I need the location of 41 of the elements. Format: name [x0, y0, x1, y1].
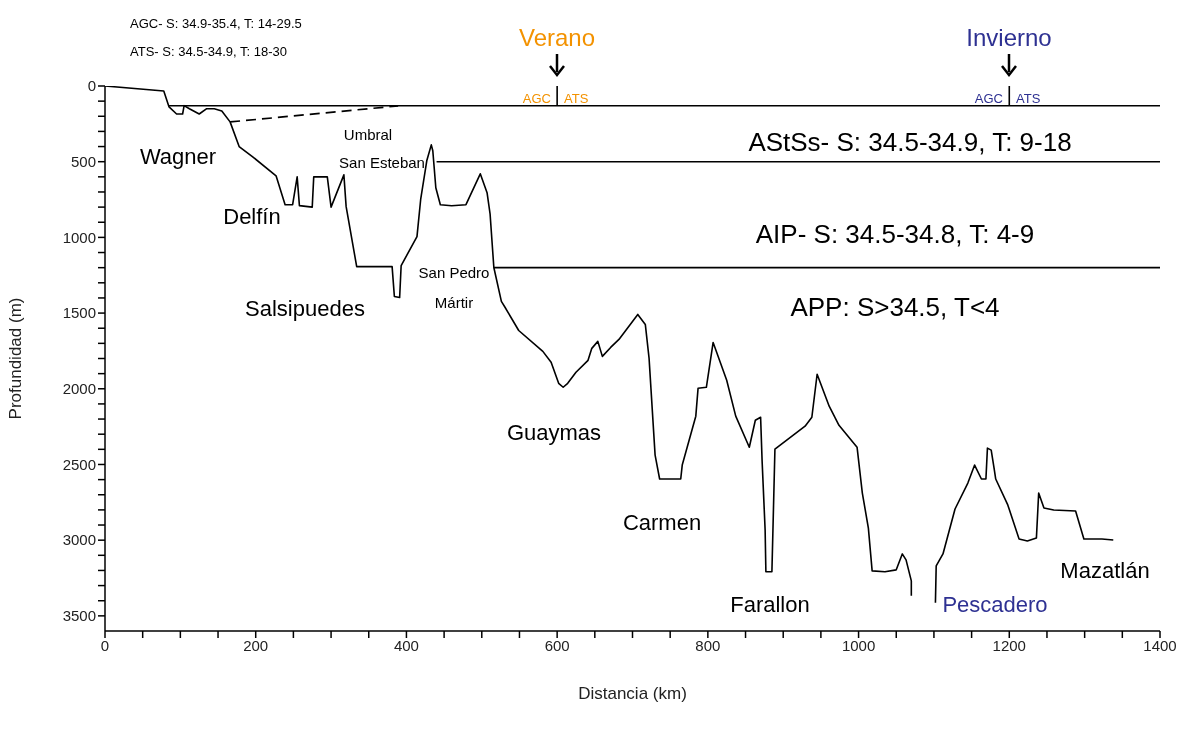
y-tick-label: 0 [87, 77, 96, 95]
y-tick-label: 500 [70, 153, 96, 171]
annotation: Pescadero [942, 592, 1048, 617]
annotation: Carmen [622, 510, 702, 535]
x-tick-label: 600 [544, 636, 570, 654]
y-tick-label: 3500 [62, 607, 96, 625]
annotation: Delfín [223, 204, 281, 229]
annotation: Farallon [730, 592, 810, 617]
annotation: ATS [564, 91, 589, 106]
annotation: Mazatlán [1060, 558, 1150, 583]
x-tick-label: 0 [100, 636, 110, 654]
annotation: Umbral [343, 126, 393, 143]
x-tick-label: 400 [393, 636, 419, 654]
x-tick-label: 200 [243, 636, 269, 654]
y-tick-label: 2500 [62, 455, 96, 473]
annotation: AGC [974, 91, 1003, 106]
y-tick-label: 1000 [62, 228, 96, 246]
text: Verano [518, 24, 596, 51]
y-tick-label: 2000 [62, 380, 96, 398]
y-axis-title: Profundidad (m) [6, 297, 26, 420]
y-tick-label: 1500 [62, 304, 96, 322]
annotation: ATS [1016, 91, 1041, 106]
annotation: San Pedro [418, 264, 490, 281]
x-tick-label: 800 [695, 636, 721, 654]
x-tick-label: 1200 [992, 636, 1026, 654]
annotation: Mártir [434, 294, 474, 311]
text: AGC- S: 34.9-35.4, T: 14-29.5 [130, 16, 302, 31]
annotation: AStSs- S: 34.5-34.9, T: 9-18 [748, 127, 1072, 157]
x-tick-label: 1000 [841, 636, 876, 654]
annotation: Wagner [139, 144, 217, 169]
x-axis-title: Distancia (km) [578, 684, 687, 703]
annotation: San Esteban [339, 154, 425, 171]
x-tick-label: 1400 [1143, 636, 1177, 654]
annotation: APP: S>34.5, T<4 [790, 292, 1000, 322]
text: ATS- S: 34.5-34.9, T: 18-30 [130, 44, 288, 59]
y-tick-label: 3000 [62, 531, 96, 549]
annotation: AGC [522, 91, 551, 106]
annotation: Guaymas [506, 420, 602, 445]
text: Invierno [966, 24, 1052, 51]
annotation: Salsipuedes [245, 296, 365, 321]
annotation: AIP- S: 34.5-34.8, T: 4-9 [755, 219, 1035, 249]
